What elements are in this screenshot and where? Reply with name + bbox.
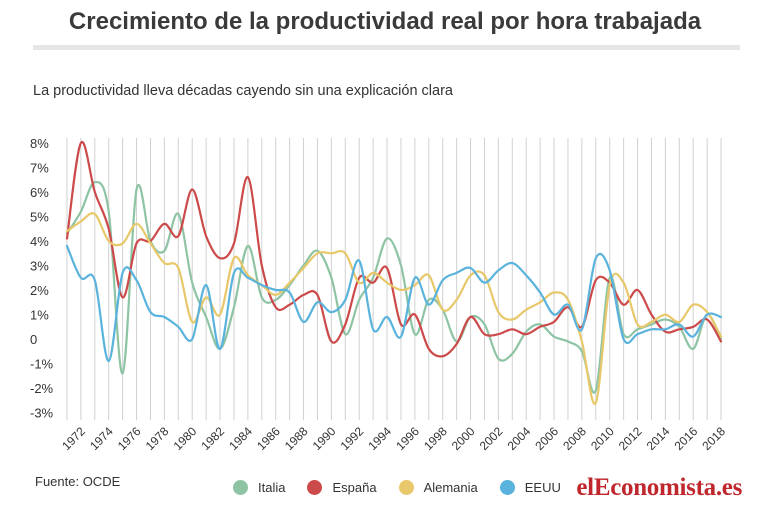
y-tick-label: 8% [30, 136, 49, 151]
y-tick-label: 3% [30, 259, 49, 274]
x-tick-label: 1992 [338, 424, 367, 453]
y-tick-label: -1% [30, 357, 54, 372]
x-tick-label: 2012 [616, 424, 645, 453]
x-tick-label: 2000 [449, 424, 478, 453]
x-tick-label: 1982 [198, 424, 227, 453]
x-tick-label: 1984 [226, 424, 255, 453]
y-tick-label: 2% [30, 283, 49, 298]
x-tick-label: 2010 [588, 424, 617, 453]
y-tick-label: -2% [30, 381, 54, 396]
x-tick-label: 1972 [59, 424, 88, 453]
x-tick-label: 1980 [171, 424, 200, 453]
y-tick-label: 0 [30, 332, 37, 347]
x-tick-label: 1996 [393, 424, 422, 453]
y-tick-label: 7% [30, 160, 49, 175]
source-note: Fuente: OCDE [35, 474, 121, 489]
x-tick-label: 1978 [143, 424, 172, 453]
title-divider [33, 45, 740, 50]
x-tick-label: 1998 [421, 424, 450, 453]
legend-swatch-alemania [398, 480, 414, 495]
brand-logo: elEconomista.es [576, 474, 742, 501]
legend-swatch-eeuu [499, 480, 515, 495]
legend-swatch-italia [233, 480, 248, 495]
x-tick-label: 1986 [254, 424, 283, 453]
series-line-alemania [65, 212, 723, 405]
legend-item-espana: España [307, 480, 377, 495]
series-line-eeuu [65, 244, 723, 363]
y-tick-label: 5% [30, 209, 49, 224]
x-tick-label: 2018 [699, 424, 728, 453]
x-tick-label: 2014 [644, 424, 673, 453]
legend-item-italia: Italia [233, 480, 285, 495]
x-tick-label: 2004 [505, 424, 534, 453]
chart-legend: Italia España Alemania EEUU [233, 480, 583, 495]
x-tick-label: 1994 [365, 424, 394, 453]
y-tick-label: -3% [30, 406, 54, 421]
chart-title: Crecimiento de la productividad real por… [68, 8, 702, 35]
legend-item-eeuu: EEUU [499, 480, 561, 495]
x-tick-label: 2002 [477, 424, 506, 453]
y-tick-label: 4% [30, 234, 49, 249]
legend-label-alemania: Alemania [423, 480, 478, 495]
x-tick-label: 1990 [310, 424, 339, 453]
x-tick-label: 1974 [87, 424, 116, 453]
x-tick-label: 2008 [560, 424, 589, 453]
x-tick-label: 1976 [115, 424, 144, 453]
x-tick-label: 2016 [672, 424, 701, 453]
y-tick-label: 1% [30, 308, 49, 323]
y-tick-label: 6% [30, 185, 49, 200]
series-line-italia [65, 180, 723, 394]
legend-item-alemania: Alemania [398, 480, 478, 495]
chart-subtitle: La productividad lleva décadas cayendo s… [33, 83, 453, 99]
legend-swatch-espana [307, 480, 323, 495]
legend-label-italia: Italia [258, 480, 286, 495]
legend-label-eeuu: EEUU [524, 480, 561, 495]
x-tick-label: 2006 [532, 424, 561, 453]
legend-label-espana: España [332, 480, 377, 495]
x-tick-label: 1988 [282, 424, 311, 453]
